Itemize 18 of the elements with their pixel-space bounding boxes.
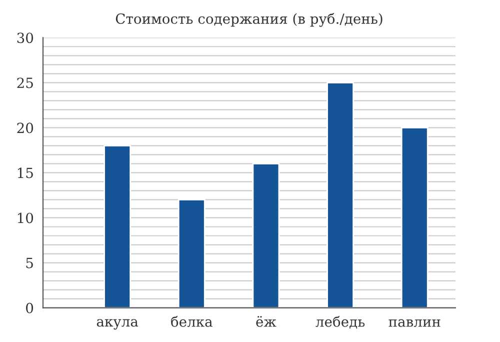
y-tick-label: 25 <box>17 78 33 88</box>
bar <box>400 126 428 308</box>
x-tick-label: павлин <box>388 319 440 327</box>
y-tick-label: 5 <box>26 258 33 268</box>
y-tick-label: 15 <box>18 168 33 178</box>
bar <box>326 82 354 308</box>
y-tick-label: 30 <box>17 32 34 44</box>
x-tick-label: белка <box>171 316 212 327</box>
y-tick-label: 10 <box>18 212 34 224</box>
bar <box>178 199 206 308</box>
chart-title: Стоимость содержания (в руб./день) <box>116 12 382 27</box>
y-tick-label: 20 <box>17 122 34 134</box>
x-tick-label: акула <box>96 319 138 330</box>
bar <box>252 163 280 308</box>
y-tick-label: 0 <box>26 302 34 314</box>
bar <box>104 144 132 308</box>
x-tick-label: ёж <box>256 316 276 327</box>
x-tick-label: лебедь <box>316 316 365 329</box>
